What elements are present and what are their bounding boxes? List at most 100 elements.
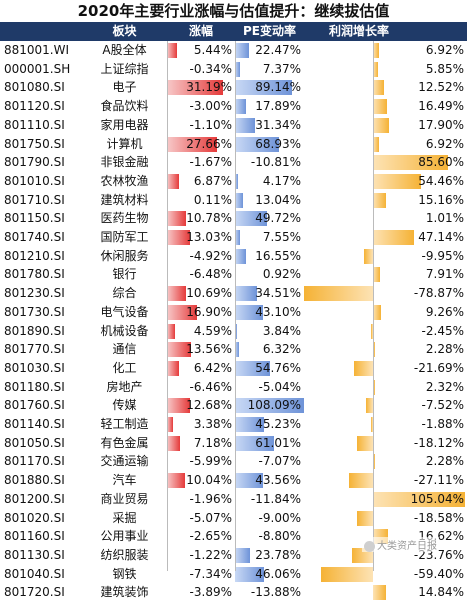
gain-value: 6.42% <box>193 360 232 375</box>
profit-bar <box>366 398 373 414</box>
table-row: 801160.SI 公用事业 -2.65% -8.80% 16.62% <box>0 527 467 546</box>
gain-value: 3.38% <box>193 417 232 431</box>
gain-value: -5.07% <box>189 510 232 525</box>
sector-name: 建筑材料 <box>100 192 149 207</box>
sector-code: 801020.SI <box>4 510 65 525</box>
profit-value: -18.58% <box>413 510 464 525</box>
pe-value: 4.17% <box>262 173 301 188</box>
pe-bar <box>235 398 304 414</box>
pe-bar <box>235 435 274 451</box>
pe-value: 34.51% <box>255 286 301 301</box>
pe-bar <box>235 323 238 339</box>
gain-axis <box>167 41 168 571</box>
table-row: 801030.SI 化工 6.42% 54.76% -21.69% <box>0 359 467 378</box>
gain-value: -1.22% <box>189 547 232 562</box>
table-row: 881001.WI A股全体 5.44% 22.47% 6.92% <box>0 41 467 60</box>
table-row: 801140.SI 轻工制造 3.38% 45.23% -1.88% <box>0 415 467 434</box>
header-code <box>0 22 82 41</box>
profit-bar <box>373 155 448 171</box>
gain-value: 0.11% <box>193 192 232 207</box>
sector-code: 801230.SI <box>4 286 65 301</box>
profit-value: 85.60% <box>418 155 464 170</box>
sector-code: 801200.SI <box>4 491 65 506</box>
sector-code: 801040.SI <box>4 566 65 581</box>
profit-value: 16.49% <box>418 99 464 114</box>
sector-code: 801130.SI <box>4 547 65 562</box>
pe-bar <box>235 117 255 133</box>
gain-bar <box>167 211 187 227</box>
sector-code: 801140.SI <box>4 417 65 431</box>
pe-value: 46.06% <box>255 566 301 581</box>
gain-bar <box>167 286 187 302</box>
profit-value: 2.32% <box>425 379 464 394</box>
sector-name: 轻工制造 <box>100 417 149 431</box>
pe-value: 31.34% <box>255 117 301 132</box>
pe-value: 108.09% <box>247 398 301 413</box>
profit-bar <box>373 379 376 395</box>
gain-value: -2.65% <box>189 529 232 544</box>
pe-value: 3.84% <box>262 323 301 338</box>
profit-bar <box>349 473 373 489</box>
sector-code: 801880.SI <box>4 473 65 488</box>
profit-bar <box>354 360 373 376</box>
gain-value: -6.46% <box>189 379 232 394</box>
pe-value: 89.14% <box>255 80 301 95</box>
profit-axis <box>373 41 374 571</box>
table-row: 801180.SI 房地产 -6.46% -5.04% 2.32% <box>0 378 467 397</box>
pe-bar <box>235 136 279 152</box>
pe-bar <box>235 286 258 302</box>
profit-value: -18.12% <box>413 435 464 450</box>
gain-value: 13.56% <box>186 342 232 357</box>
sector-name: 计算机 <box>106 136 143 151</box>
gain-bar <box>167 473 186 489</box>
sector-name: 休闲服务 <box>100 248 149 263</box>
pe-value: 17.89% <box>255 99 301 114</box>
profit-bar <box>364 248 373 264</box>
profit-bar <box>373 43 380 58</box>
gain-value: 10.04% <box>186 473 232 488</box>
pe-value: -13.88% <box>250 585 301 600</box>
pe-value: -7.07% <box>258 454 301 469</box>
profit-value: 6.92% <box>425 43 464 57</box>
table-row: 801740.SI 国防军工 13.03% 7.55% 47.14% <box>0 228 467 247</box>
gain-bar <box>167 417 174 432</box>
gain-bar <box>167 342 192 358</box>
profit-bar <box>373 230 415 245</box>
table-row: 801020.SI 采掘 -5.07% -9.00% -18.58% <box>0 509 467 528</box>
sector-name: 电子 <box>112 80 137 95</box>
gain-value: 13.03% <box>186 230 232 244</box>
pe-bar <box>235 211 267 227</box>
profit-value: 15.16% <box>418 192 464 207</box>
table-header: 板块 涨幅 PE变动率 利润增长率 <box>0 22 467 41</box>
gain-value: -4.92% <box>189 248 232 263</box>
sector-name: 国防军工 <box>100 230 149 244</box>
sector-name: 银行 <box>112 267 137 282</box>
gain-value: -1.96% <box>189 491 232 506</box>
profit-bar <box>373 173 421 189</box>
profit-bar <box>373 192 387 208</box>
sector-name: 电气设备 <box>100 304 149 319</box>
gain-value: 31.19% <box>186 80 232 95</box>
pe-bar <box>235 99 247 115</box>
pe-bar <box>235 547 251 563</box>
pe-value: 22.47% <box>255 43 301 57</box>
pe-value: -9.00% <box>258 510 301 525</box>
profit-value: 6.92% <box>425 136 464 151</box>
gain-bar <box>167 435 180 451</box>
pe-bar <box>235 43 250 58</box>
profit-value: -78.87% <box>413 286 464 301</box>
pe-value: -8.80% <box>258 529 301 544</box>
sector-name: A股全体 <box>102 43 147 57</box>
table-row: 801200.SI 商业贸易 -1.96% -11.84% 105.04% <box>0 490 467 509</box>
sector-code: 801120.SI <box>4 99 65 114</box>
profit-bar <box>373 80 384 96</box>
pe-value: 16.55% <box>255 248 301 263</box>
chart-title: 2020年主要行业涨幅与估值提升：继续拔估值 <box>77 2 390 20</box>
table-row: 801710.SI 建筑材料 0.11% 13.04% 15.16% <box>0 191 467 210</box>
profit-bar <box>373 61 379 77</box>
sector-name: 纺织服装 <box>100 547 149 562</box>
gain-value: 10.78% <box>186 211 232 226</box>
pe-bar <box>235 230 240 245</box>
table-row: 801050.SI 有色金属 7.18% 61.01% -18.12% <box>0 434 467 453</box>
gain-bar <box>167 43 177 58</box>
